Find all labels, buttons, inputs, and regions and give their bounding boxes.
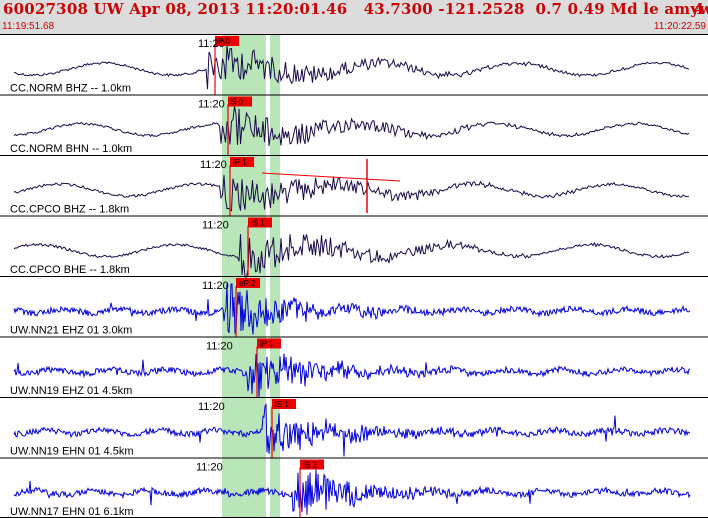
waveform bbox=[13, 106, 690, 146]
pick-label: iS 1 bbox=[251, 219, 265, 228]
event-header: 60027308 UW Apr 08, 2013 11:20:01.46 43.… bbox=[0, 0, 708, 34]
minute-label: 11:20 bbox=[196, 462, 223, 474]
minute-label: 11:20 bbox=[202, 280, 229, 292]
trace-row: iS 1 11:20 CC.CPCO BHE -- 1.8km bbox=[0, 215, 708, 278]
minute-label: 11:20 bbox=[198, 99, 225, 111]
station-label: UW.NN17 EHN 01 6.1km bbox=[10, 506, 133, 518]
minute-label: 11:20 bbox=[200, 159, 227, 171]
trace-row: S 0 11:20 CC.NORM BHN -- 1.0km bbox=[0, 94, 708, 155]
window-start-time: 11:19:51.68 bbox=[2, 21, 55, 32]
pick-label: eP 2 bbox=[239, 279, 256, 288]
minute-label: 11:20 bbox=[198, 401, 225, 413]
waveform bbox=[13, 44, 690, 90]
pick-flag bbox=[228, 96, 252, 107]
pick-flag bbox=[230, 157, 254, 167]
pick-flag bbox=[257, 338, 281, 349]
minute-label: 11:20 bbox=[202, 220, 229, 232]
pick-label: iP 1 bbox=[233, 158, 247, 167]
pick-flag bbox=[300, 459, 324, 470]
waveform bbox=[13, 469, 691, 515]
pick-flag bbox=[215, 36, 239, 46]
trace-row: iS 2 11:20 UW.NN17 EHN 01 6.1km bbox=[0, 457, 708, 518]
waveform bbox=[13, 174, 690, 212]
pick-flag bbox=[272, 399, 296, 409]
waveform bbox=[13, 402, 691, 457]
station-label: UW.NN19 EHN 01 4.5km bbox=[10, 446, 133, 458]
trace-row: iP 1 11:20 CC.CPCO BHZ -- 1.8km bbox=[0, 155, 708, 216]
event-page-number: 4 bbox=[693, 0, 704, 18]
trace-row: iS 1 11:20 UW.NN19 EHN 01 4.5km bbox=[0, 397, 708, 458]
station-label: CC.CPCO BHZ -- 1.8km bbox=[10, 204, 129, 216]
minute-label: 11:20 bbox=[206, 341, 233, 353]
amplitude-window bbox=[261, 172, 401, 182]
station-label: CC.CPCO BHE -- 1.8km bbox=[10, 264, 130, 276]
pick-label: S 0 bbox=[231, 98, 244, 107]
pick-label: iP 1 bbox=[260, 340, 274, 349]
station-label: CC.NORM BHN -- 1.0km bbox=[10, 143, 132, 155]
station-label: UW.NN21 EHZ 01 3.0km bbox=[10, 325, 132, 337]
waveform bbox=[13, 283, 691, 335]
pick-label: iS 2 bbox=[303, 461, 317, 470]
trace-row: P 011:20 CC.NORM BHZ -- 1.0km bbox=[0, 34, 708, 95]
waveform bbox=[13, 353, 691, 398]
event-title: 60027308 UW Apr 08, 2013 11:20:01.46 43.… bbox=[3, 0, 708, 18]
window-end-time: 11:20:22.59 bbox=[653, 21, 706, 32]
station-label: CC.NORM BHZ -- 1.0km bbox=[10, 83, 131, 95]
pick-label: iS 1 bbox=[275, 400, 289, 409]
pick-flag bbox=[248, 217, 272, 228]
trace-row: iP 1 11:20 UW.NN19 EHZ 01 4.5km bbox=[0, 336, 708, 398]
trace-row: eP 2 11:20 UW.NN21 EHZ 01 3.0km bbox=[0, 276, 708, 337]
pick-label: P 0 bbox=[218, 37, 230, 46]
pick-flag bbox=[236, 278, 260, 288]
minute-label: 11:20 bbox=[198, 38, 225, 50]
waveform bbox=[13, 234, 690, 278]
station-label: UW.NN19 EHZ 01 4.5km bbox=[10, 385, 132, 397]
